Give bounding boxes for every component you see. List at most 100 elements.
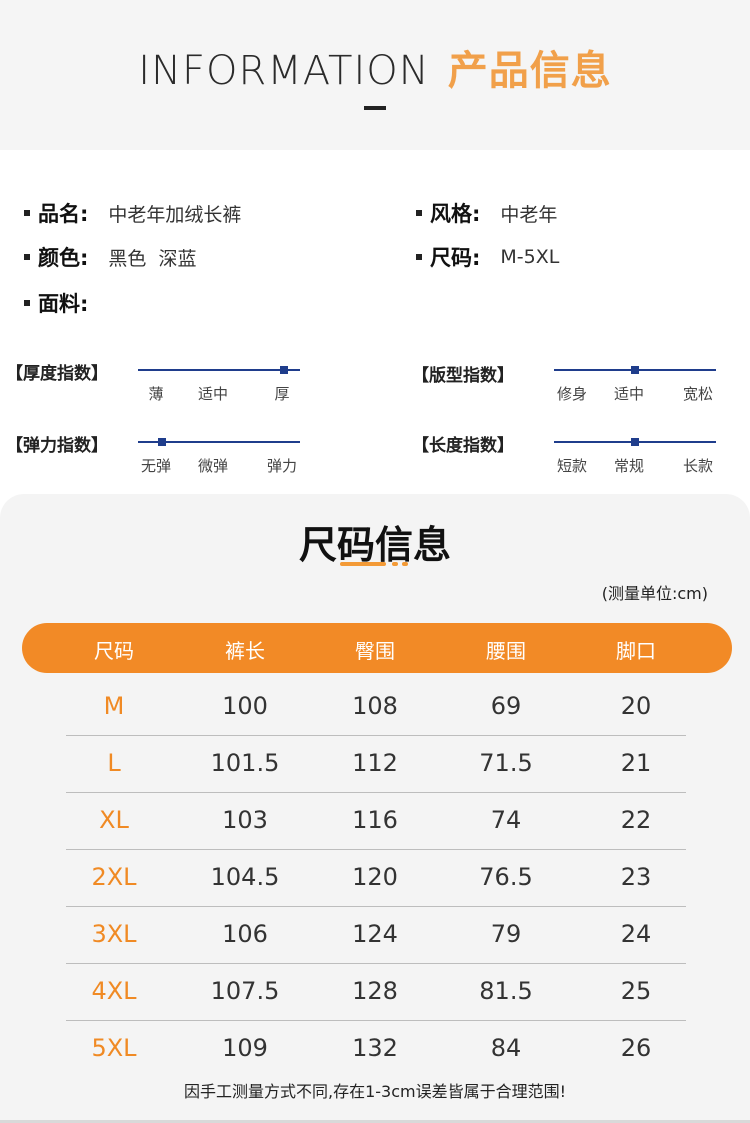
- page-title: INFORMATION 产品信息: [0, 38, 750, 96]
- index-tick-label: 宽松: [682, 385, 714, 403]
- index-thumb: [279, 366, 288, 374]
- measure-cell: 22: [620, 806, 652, 834]
- table-header-cell: 腰围: [486, 639, 526, 663]
- attr-color-value: 黑色 深蓝: [108, 247, 197, 270]
- measure-cell: 116: [352, 806, 398, 834]
- table-row: L 101.5 112 71.5 21: [0, 735, 750, 792]
- header-banner: INFORMATION 产品信息: [0, 0, 750, 150]
- table-row: M 100 108 69 20: [0, 678, 750, 735]
- size-table-header: 尺码 裤长 臀围 腰围 脚口: [22, 623, 732, 673]
- attr-name-value: 中老年加绒长裤: [108, 203, 242, 226]
- index-track: [138, 366, 300, 374]
- measure-cell: 132: [352, 1034, 398, 1062]
- index-tick-label: 弹力: [266, 457, 298, 475]
- measure-cell: 106: [222, 920, 268, 948]
- index-tick-label: 常规: [613, 457, 645, 475]
- title-underline-dot: [392, 562, 398, 566]
- index-label: 【弹力指数】: [6, 436, 108, 456]
- attr-fabric-key: 面料:: [38, 292, 89, 316]
- title-english: INFORMATION: [138, 48, 430, 94]
- table-row: 5XL 109 132 84 26: [0, 1020, 750, 1077]
- size-cell: 2XL: [91, 863, 137, 891]
- index-tick-label: 修身: [556, 385, 588, 403]
- measure-unit: (测量单位:cm): [601, 584, 708, 603]
- row-divider: [66, 1020, 686, 1021]
- index-thumb: [631, 438, 639, 446]
- measure-cell: 108: [352, 692, 398, 720]
- attr-size-value: M-5XL: [500, 246, 560, 268]
- measure-cell: 81.5: [479, 977, 533, 1005]
- size-section: 尺码信息 (测量单位:cm) 尺码 裤长 臀围 腰围 脚口 M 100 108 69 20 L 10…: [0, 494, 750, 1123]
- table-header-cell: 裤长: [225, 639, 265, 663]
- bullet-icon: [24, 210, 30, 216]
- attr-color: 颜色: 黑色 深蓝: [24, 242, 197, 272]
- bullet-icon: [24, 300, 30, 306]
- bullet-icon: [24, 254, 30, 260]
- measure-cell: 26: [620, 1034, 652, 1062]
- measure-cell: 21: [620, 749, 652, 777]
- measure-cell: 101.5: [210, 749, 280, 777]
- size-cell: XL: [99, 806, 129, 834]
- row-divider: [66, 792, 686, 793]
- size-cell: L: [107, 749, 121, 777]
- bullet-icon: [416, 210, 422, 216]
- size-cell: 3XL: [91, 920, 137, 948]
- index-track: [554, 366, 716, 374]
- index-label: 【版型指数】: [412, 366, 514, 386]
- index-thumb: [631, 366, 639, 374]
- table-row: XL 103 116 74 22: [0, 792, 750, 849]
- measure-cell: 20: [620, 692, 652, 720]
- size-title: 尺码信息: [298, 523, 451, 567]
- bullet-icon: [416, 254, 422, 260]
- attr-size-key: 尺码:: [430, 246, 481, 270]
- index-tick-label: 薄: [148, 385, 164, 403]
- bottom-divider: [0, 1120, 750, 1123]
- index-tick-label: 无弹: [140, 457, 172, 475]
- title-underline: [340, 562, 386, 566]
- measure-cell: 107.5: [210, 977, 280, 1005]
- measure-cell: 112: [352, 749, 398, 777]
- measure-cell: 71.5: [479, 749, 533, 777]
- attr-name-key: 品名:: [38, 202, 89, 226]
- index-thumb: [158, 438, 167, 446]
- measure-cell: 74: [490, 806, 522, 834]
- title-divider: [364, 106, 386, 110]
- measure-cell: 23: [620, 863, 652, 891]
- table-row: 2XL 104.5 120 76.5 23: [0, 849, 750, 906]
- attr-style: 风格: 中老年: [416, 198, 557, 228]
- title-underline-dot: [402, 562, 408, 566]
- row-divider: [66, 849, 686, 850]
- size-cell: 5XL: [91, 1034, 137, 1062]
- table-row: 4XL 107.5 128 81.5 25: [0, 963, 750, 1020]
- measure-cell: 79: [490, 920, 522, 948]
- size-cell: 4XL: [91, 977, 137, 1005]
- index-label: 【厚度指数】: [6, 364, 108, 384]
- table-header-cell: 脚口: [616, 639, 656, 663]
- index-tick-label: 长款: [682, 457, 714, 475]
- attr-fabric: 面料:: [24, 288, 88, 318]
- measure-cell: 104.5: [210, 863, 280, 891]
- measure-cell: 24: [620, 920, 652, 948]
- index-track: [554, 438, 716, 446]
- attr-style-value: 中老年: [500, 203, 558, 226]
- index-tick-label: 适中: [197, 385, 229, 403]
- index-tick-label: 微弹: [197, 457, 229, 475]
- attr-style-key: 风格:: [430, 202, 481, 226]
- measure-cell: 76.5: [479, 863, 533, 891]
- attr-size: 尺码: M-5XL: [416, 242, 559, 272]
- measure-cell: 124: [352, 920, 398, 948]
- row-divider: [66, 735, 686, 736]
- measurement-note: 因手工测量方式不同,存在1-3cm误差皆属于合理范围!: [183, 1082, 567, 1101]
- table-header-cell: 尺码: [94, 639, 134, 663]
- attr-name: 品名: 中老年加绒长裤: [24, 198, 241, 228]
- table-header-cell: 臀围: [355, 639, 395, 663]
- measure-cell: 128: [352, 977, 398, 1005]
- measure-cell: 120: [352, 863, 398, 891]
- index-label: 【长度指数】: [412, 436, 514, 456]
- row-divider: [66, 906, 686, 907]
- measure-cell: 103: [222, 806, 268, 834]
- row-divider: [66, 963, 686, 964]
- index-track: [138, 438, 300, 446]
- measure-cell: 109: [222, 1034, 268, 1062]
- table-row: 3XL 106 124 79 24: [0, 906, 750, 963]
